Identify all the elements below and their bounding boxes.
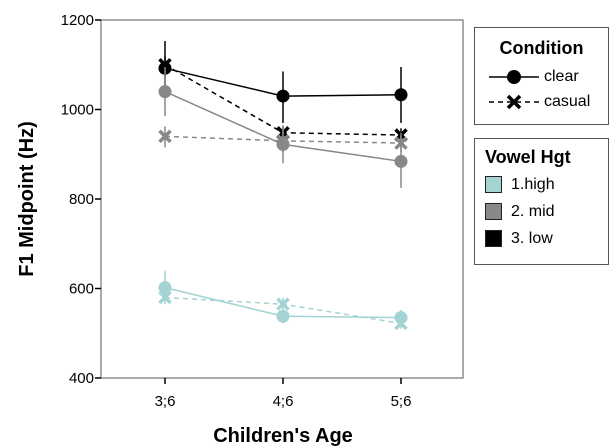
legend-condition-item-casual: casual <box>487 88 608 115</box>
data-point-stroke <box>158 58 172 72</box>
series-high-casual <box>158 290 408 331</box>
y-tick-label: 600 <box>69 281 94 298</box>
data-point-stroke <box>158 290 172 305</box>
legend-swatch-low <box>485 230 502 247</box>
legend-swatch-high <box>485 176 502 193</box>
legend-vowel: Vowel Hgt 1.high 2. mid 3. low <box>474 138 609 265</box>
legend-vowel-label: 3. low <box>511 229 553 247</box>
data-point <box>276 297 290 311</box>
legend-vowel-title: Vowel Hgt <box>485 147 571 167</box>
legend-swatch-mid <box>485 203 502 220</box>
plot-area <box>100 19 464 379</box>
data-point <box>394 154 408 168</box>
data-point-stroke <box>276 134 290 148</box>
legend-condition: Condition clear casual <box>474 27 609 125</box>
y-tick-label: 800 <box>69 191 94 208</box>
axis-layer: 400 600 800 1000 1200 3;6 4;6 5;6 <box>61 12 412 410</box>
data-point <box>276 134 290 148</box>
data-point <box>394 88 408 102</box>
x-tick-label: 4;6 <box>273 393 294 410</box>
data-point-stroke <box>276 297 290 311</box>
data-point-stroke <box>394 316 408 331</box>
legend-vowel-item-high: 1.high <box>485 171 608 198</box>
data-point <box>158 281 172 295</box>
legend-vowel-item-low: 3. low <box>485 225 608 252</box>
x-tick-label: 5;6 <box>391 393 412 410</box>
data-point <box>276 89 290 103</box>
data-point <box>158 85 172 99</box>
legend-condition-label: casual <box>544 92 591 110</box>
series-layer <box>158 41 408 331</box>
legend-vowel-label: 1.high <box>511 175 555 193</box>
data-point <box>158 58 172 72</box>
legend-clear-symbol <box>489 69 539 84</box>
legend-casual-symbol <box>489 94 539 109</box>
y-tick-label: 1000 <box>61 102 94 119</box>
y-tick-label: 1200 <box>61 12 94 29</box>
data-point-stroke <box>158 129 172 144</box>
data-point <box>158 290 172 305</box>
data-point <box>394 136 408 150</box>
legend-condition-item-clear: clear <box>487 63 608 90</box>
y-tick-label: 400 <box>69 370 94 387</box>
legend-condition-title: Condition <box>499 38 584 58</box>
data-point <box>276 309 290 323</box>
data-point <box>394 316 408 331</box>
x-axis-title: Children's Age <box>213 425 353 447</box>
data-point <box>158 129 172 144</box>
y-axis-title: F1 Midpoint (Hz) <box>16 121 38 277</box>
legend-condition-label: clear <box>544 67 579 85</box>
legend-vowel-item-mid: 2. mid <box>485 198 608 225</box>
data-point-stroke <box>394 136 408 150</box>
x-tick-label: 3;6 <box>155 393 176 410</box>
legend-vowel-label: 2. mid <box>511 202 555 220</box>
series-mid-casual <box>158 126 408 153</box>
